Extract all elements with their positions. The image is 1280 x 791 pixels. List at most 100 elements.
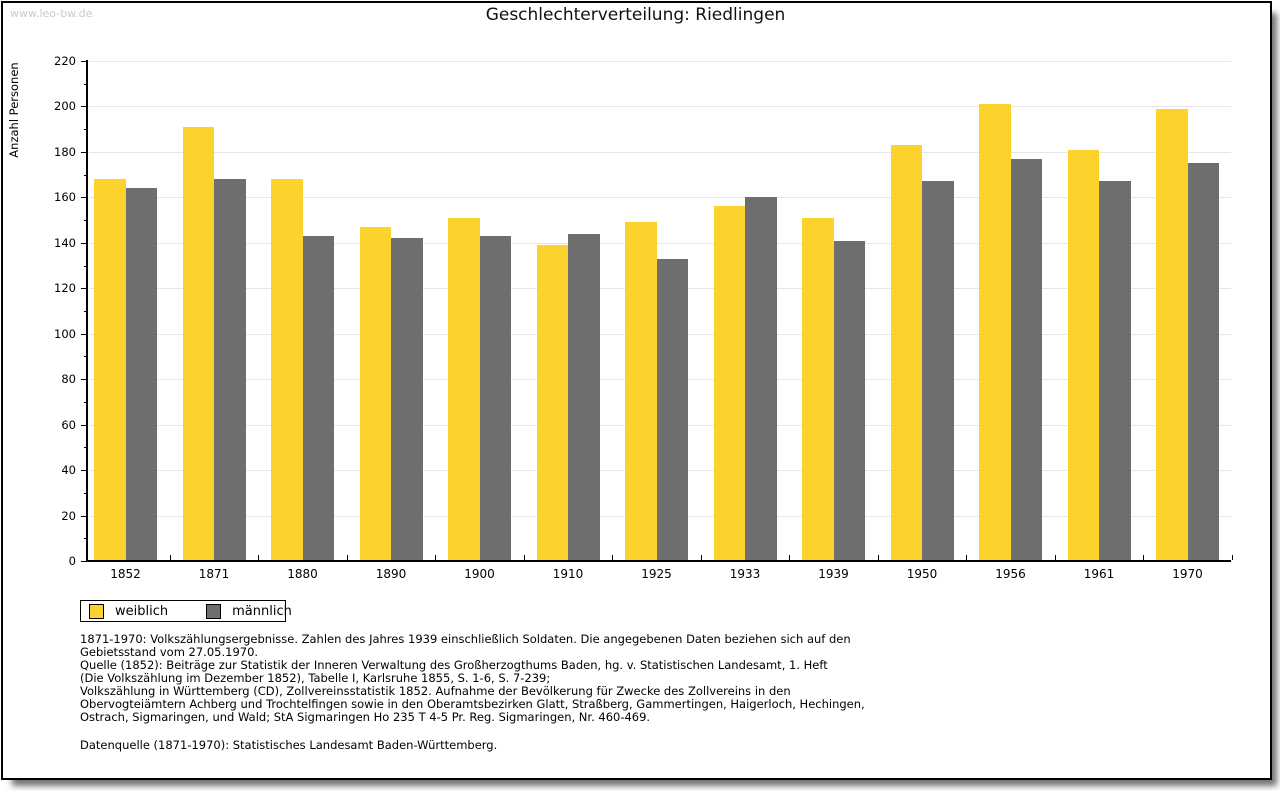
y-axis-label: Anzahl Personen bbox=[7, 62, 21, 158]
footnote-line: Gebietsstand vom 27.05.1970. bbox=[80, 645, 259, 659]
bar-maennlich-1910 bbox=[568, 233, 600, 560]
y-tick-label: 220 bbox=[54, 54, 76, 68]
x-tick bbox=[877, 555, 879, 560]
legend: weiblich männlich bbox=[80, 600, 292, 622]
x-tick-label-1939: 1939 bbox=[818, 567, 849, 581]
x-tick-label-1880: 1880 bbox=[287, 567, 318, 581]
bar-weiblich-1961 bbox=[1067, 149, 1099, 560]
y-tick-major bbox=[81, 197, 88, 199]
y-tick-major bbox=[81, 379, 88, 381]
legend-swatch-maennlich-icon bbox=[206, 603, 222, 619]
y-gridline bbox=[89, 106, 1231, 108]
bar-maennlich-1970 bbox=[1187, 163, 1219, 560]
legend-swatch-weiblich-icon bbox=[89, 603, 104, 619]
footnote-line: (Die Volkszählung im Dezember 1852), Tab… bbox=[80, 671, 551, 685]
bar-maennlich-1933 bbox=[745, 197, 777, 560]
y-tick-label: 140 bbox=[54, 235, 76, 250]
x-tick bbox=[1143, 555, 1145, 560]
x-tick bbox=[700, 555, 702, 560]
x-tick bbox=[435, 555, 437, 560]
footnotes: 1871-1970: Volkszählungsergebnisse. Zahl… bbox=[80, 633, 865, 724]
y-tick-label: 160 bbox=[54, 190, 76, 205]
x-tick bbox=[169, 555, 171, 560]
bar-maennlich-1956 bbox=[1010, 158, 1042, 560]
bar-weiblich-1925 bbox=[625, 222, 657, 560]
bar-weiblich-1950 bbox=[890, 145, 922, 560]
x-tick bbox=[1231, 555, 1233, 560]
watermark: www.leo-bw.de bbox=[10, 7, 93, 20]
bar-maennlich-1871 bbox=[214, 179, 246, 560]
x-tick-label-1956: 1956 bbox=[995, 567, 1026, 581]
footnote-line: Ostrach, Sigmaringen, und Wald; StA Sigm… bbox=[80, 710, 651, 724]
x-tick-label-1961: 1961 bbox=[1083, 567, 1115, 581]
x-tick-label-1933: 1933 bbox=[729, 567, 761, 581]
y-tick-major bbox=[81, 561, 88, 562]
bar-weiblich-1939 bbox=[802, 217, 834, 560]
y-gridline bbox=[89, 61, 1231, 62]
y-tick-label: 100 bbox=[54, 326, 76, 341]
y-tick-label: 20 bbox=[61, 508, 76, 523]
x-tick bbox=[523, 555, 525, 560]
bar-weiblich-1956 bbox=[979, 104, 1011, 560]
bar-maennlich-1890 bbox=[391, 238, 423, 560]
y-tick-label: 40 bbox=[61, 463, 76, 478]
y-tick-major bbox=[81, 333, 88, 335]
bar-weiblich-1933 bbox=[713, 206, 745, 560]
y-tick-label: 180 bbox=[54, 144, 76, 159]
y-tick-major bbox=[81, 424, 88, 426]
footnote-line: Obervogteiämtern Achberg und Trochtelfin… bbox=[80, 697, 865, 711]
bar-maennlich-1939 bbox=[833, 240, 865, 560]
y-axis-line bbox=[86, 60, 88, 561]
x-tick-label-1910: 1910 bbox=[552, 567, 584, 581]
bar-maennlich-1925 bbox=[656, 258, 688, 560]
bar-maennlich-1852 bbox=[125, 188, 157, 560]
x-tick bbox=[789, 555, 791, 560]
y-tick-major bbox=[81, 106, 88, 108]
y-gridline bbox=[89, 151, 1231, 153]
x-tick bbox=[966, 555, 968, 560]
y-tick-label: 120 bbox=[54, 281, 76, 296]
bar-maennlich-1961 bbox=[1099, 181, 1131, 560]
y-tick-major bbox=[81, 288, 88, 290]
bar-weiblich-1890 bbox=[359, 226, 391, 560]
y-tick-major bbox=[81, 61, 88, 62]
x-tick-label-1970: 1970 bbox=[1172, 567, 1203, 581]
footnote-line: 1871-1970: Volkszählungsergebnisse. Zahl… bbox=[80, 632, 851, 646]
x-tick-label-1890: 1890 bbox=[375, 567, 407, 581]
y-tick-major bbox=[81, 515, 88, 517]
y-tick-major bbox=[81, 470, 88, 472]
bar-maennlich-1880 bbox=[302, 236, 334, 560]
x-tick bbox=[612, 555, 614, 560]
bar-weiblich-1970 bbox=[1156, 108, 1188, 560]
x-tick-label-1871: 1871 bbox=[198, 567, 230, 581]
bar-maennlich-1900 bbox=[479, 236, 511, 560]
x-tick bbox=[346, 555, 348, 560]
y-tick-major bbox=[81, 242, 88, 244]
y-tick-major bbox=[81, 151, 88, 153]
page-title: Geschlechterverteilung: Riedlingen bbox=[485, 5, 786, 25]
y-tick-label: 80 bbox=[61, 372, 76, 387]
y-tick-label: 0 bbox=[68, 554, 76, 568]
bar-weiblich-1871 bbox=[182, 126, 214, 560]
bar-maennlich-1950 bbox=[922, 181, 954, 560]
legend-label-weiblich: weiblich bbox=[115, 603, 169, 619]
bar-weiblich-1900 bbox=[448, 217, 480, 560]
data-source-line: Datenquelle (1871-1970): Statistisches L… bbox=[80, 738, 498, 752]
bar-weiblich-1880 bbox=[271, 179, 303, 560]
x-tick-label-1852: 1852 bbox=[110, 567, 141, 581]
x-tick bbox=[1054, 555, 1056, 560]
y-gridline bbox=[89, 242, 1231, 244]
footnote-line: Volkszählung in Württemberg (CD), Zollve… bbox=[80, 684, 791, 698]
footnote-line: Quelle (1852): Beiträge zur Statistik de… bbox=[80, 658, 828, 672]
bar-weiblich-1852 bbox=[94, 179, 126, 560]
y-gridline bbox=[89, 197, 1231, 199]
x-tick-label-1925: 1925 bbox=[641, 567, 672, 581]
x-tick-label-1950: 1950 bbox=[906, 567, 938, 581]
bar-weiblich-1910 bbox=[536, 245, 568, 560]
legend-label-maennlich: männlich bbox=[232, 603, 292, 619]
x-axis-line bbox=[86, 560, 1231, 562]
x-tick bbox=[258, 555, 260, 560]
x-tick-label-1900: 1900 bbox=[464, 567, 495, 581]
y-tick-label: 200 bbox=[54, 99, 76, 114]
